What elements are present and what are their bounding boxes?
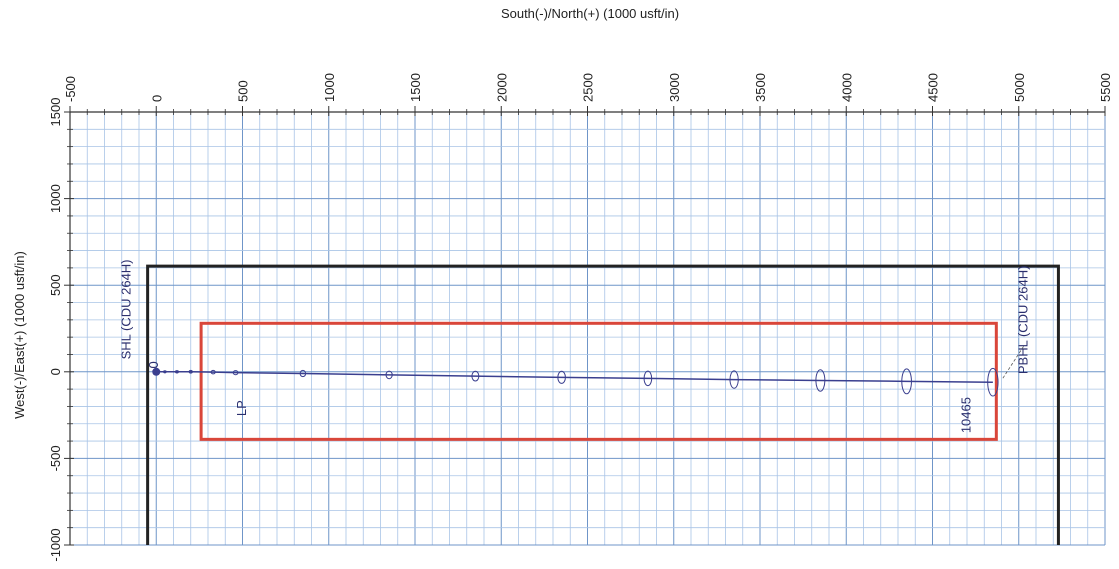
grid	[69, 111, 1106, 546]
uncertainty-ellipse	[471, 370, 480, 382]
uncertainty-ellipse	[174, 370, 180, 374]
y-tick-label: 0	[48, 368, 63, 375]
x-tick-label: 4500	[926, 73, 941, 102]
x-tick-label: 5500	[1098, 73, 1113, 102]
x-tick-label: 3500	[753, 73, 768, 102]
x-tick-label: 0	[149, 95, 164, 102]
uncertainty-ellipse	[232, 370, 239, 376]
uncertainty-ellipse	[901, 368, 912, 395]
uncertainty-ellipse	[299, 369, 307, 378]
annotations: SHL (CDU 264H) 0 LP 10465 PBHL (CDU 264H)	[118, 259, 1030, 433]
x-tick-label: 2000	[494, 73, 509, 102]
y-tick-label: -1000	[48, 528, 63, 561]
x-tick-label: -500	[63, 76, 78, 102]
x-tick-label: 2500	[581, 73, 596, 102]
x-tick-label: 5000	[1012, 73, 1027, 102]
annotation-label: PBHL (CDU 264H)	[1015, 266, 1030, 375]
series-layer	[152, 367, 993, 383]
uncertainty-ellipse	[188, 369, 193, 374]
y-tick-label: 500	[48, 274, 63, 296]
y-tick-label: -500	[48, 445, 63, 471]
annotation-label: 10465	[958, 397, 973, 433]
x-tick-label: 4000	[839, 73, 854, 102]
lease-boundary	[146, 264, 1060, 545]
pbhl-leader-line	[1002, 345, 1025, 379]
uncertainty-ellipse	[987, 367, 999, 397]
uncertainty-ellipse	[385, 370, 393, 380]
annotation-label: LP	[234, 400, 249, 416]
uncertainty-ellipse	[210, 369, 216, 375]
x-tick-label: 1500	[408, 73, 423, 102]
uncertainty-ellipse	[729, 370, 739, 389]
y-axis-title: West(-)/East(+) (1000 usft/in)	[12, 251, 27, 419]
y-tick-label: 1000	[48, 184, 63, 213]
annotation-label: 0	[146, 361, 161, 368]
uncertainty-ellipse	[815, 369, 826, 392]
annotation-label: SHL (CDU 264H)	[118, 259, 133, 359]
target-box	[199, 321, 998, 441]
x-tick-label: 500	[236, 80, 251, 102]
boundary-boxes	[146, 264, 1060, 545]
axes: -500 0 500 1000 1500 2000 2500 3000 3500 4000 4500…	[48, 73, 1113, 562]
shl-point	[152, 367, 161, 376]
x-axis-title: South(-)/North(+) (1000 usft/in)	[501, 6, 679, 21]
x-tick-label: 1000	[322, 73, 337, 102]
y-tick-label: 1500	[48, 98, 63, 127]
uncertainty-ellipse	[557, 370, 566, 384]
well-path-line	[156, 371, 993, 383]
x-tick-label: 3000	[667, 73, 682, 102]
uncertainty-ellipses	[162, 367, 999, 397]
uncertainty-ellipse	[162, 370, 167, 374]
uncertainty-ellipse	[643, 370, 653, 387]
